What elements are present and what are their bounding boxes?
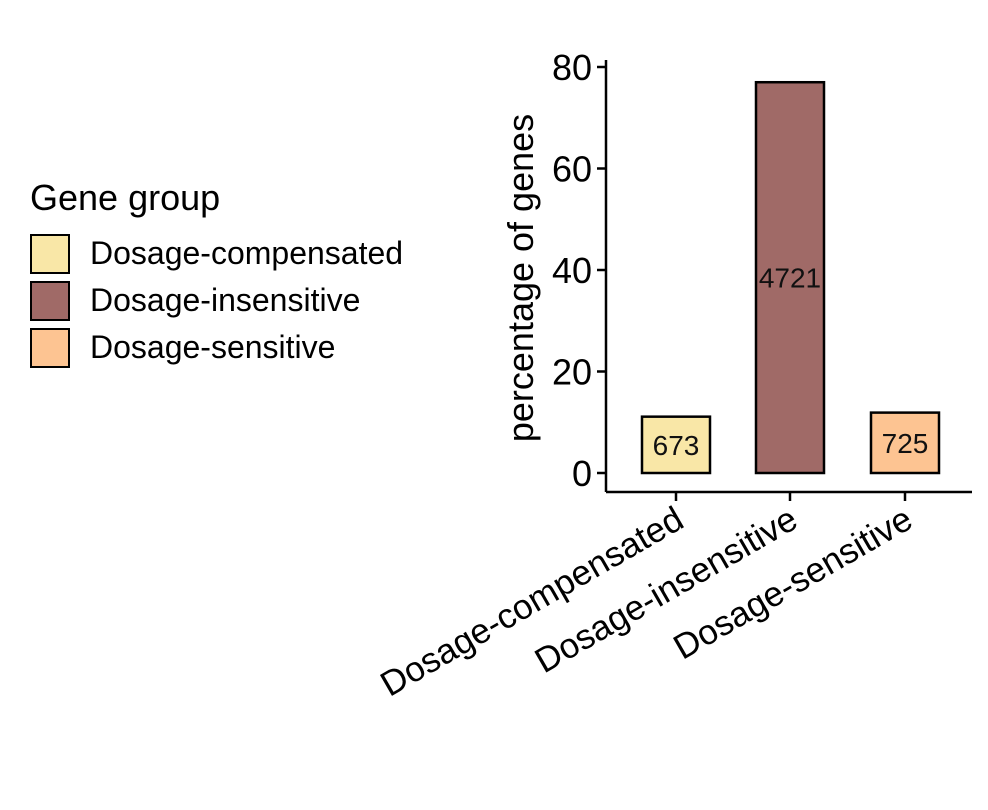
- data-label: 673: [653, 430, 700, 461]
- y-axis-title: percentage of genes: [500, 114, 541, 442]
- legend-swatch: [30, 280, 70, 321]
- y-tick-label: 0: [572, 453, 592, 494]
- legend-swatch: [30, 327, 70, 368]
- bar-dosage-compensated: [640, 415, 712, 475]
- legend-label: Dosage-compensated: [90, 235, 404, 271]
- legend-title: Gene group: [30, 177, 221, 218]
- legend-item-dosage-compensated: Dosage-compensated: [30, 230, 403, 277]
- legend-label: Dosage-insensitive: [90, 282, 361, 318]
- bar-dosage-insensitive: [754, 80, 826, 475]
- data-label: 725: [882, 428, 929, 459]
- y-tick-label: 80: [552, 47, 592, 88]
- y-tick-label: 60: [552, 149, 592, 190]
- legend-item-dosage-insensitive: Dosage-insensitive: [30, 277, 403, 324]
- y-tick-label: 20: [552, 352, 592, 393]
- bar-dosage-sensitive: [869, 411, 941, 475]
- y-tick-label: 40: [552, 250, 592, 291]
- legend-item-dosage-sensitive: Dosage-sensitive: [30, 324, 403, 371]
- data-label: 4721: [759, 263, 821, 294]
- legend-label: Dosage-sensitive: [90, 329, 336, 365]
- legend-swatch: [30, 233, 70, 274]
- legend: Gene group Dosage-compensated Dosage-ins…: [30, 180, 403, 371]
